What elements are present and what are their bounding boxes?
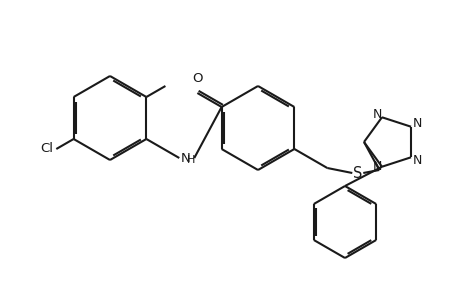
Text: O: O: [192, 72, 203, 85]
Text: H: H: [187, 155, 196, 165]
Text: N: N: [412, 117, 422, 130]
Text: N: N: [180, 151, 190, 164]
Text: N: N: [412, 154, 422, 167]
Text: S: S: [353, 166, 362, 180]
Text: Cl: Cl: [40, 142, 53, 155]
Text: N: N: [372, 160, 382, 173]
Text: N: N: [372, 108, 382, 121]
